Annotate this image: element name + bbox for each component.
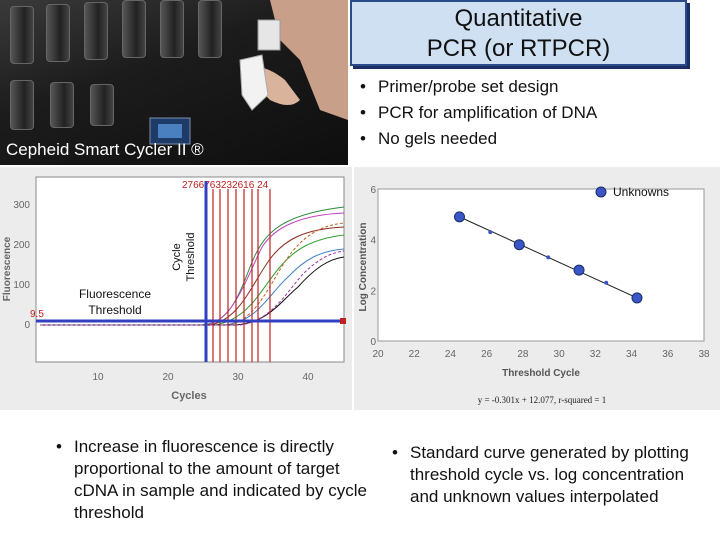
fluor-xtick: 10 [92,372,104,383]
instrument-slot [198,0,222,58]
fluor-ytick: 100 [13,280,30,291]
instrument-slot [50,82,74,128]
bottom-left-bullet: • Increase in fluorescence is directly p… [56,436,376,524]
instrument-slot [160,0,184,58]
slide-title: Quantitative PCR (or RTPCR) [350,0,687,66]
standard-curve-chart: 20 22 24 26 28 30 32 34 36 38 0 2 4 6 Log Concentrati… [354,167,720,410]
unknown-point [573,264,585,276]
standard-curve-xtick: 20 [372,349,384,360]
regression-equation: y = -0.301x + 12.077, r-squared = 1 [478,395,607,405]
bottom-right-bullet: • Standard curve generated by plotting t… [392,442,712,508]
standard-curve-ylabel: Log Concentration [358,223,369,312]
standard-point [546,255,551,260]
fluor-ytick: 300 [13,200,30,211]
top-bullet: No gels needed [360,126,597,152]
bottom-right-text: Standard curve generated by plotting thr… [410,443,689,506]
legend-entry: Unknowns [613,185,669,199]
fluor-xtick: 20 [162,372,174,383]
threshold-handle [340,318,346,324]
standard-curve-xtick: 30 [554,349,566,360]
cycle-threshold-label: Cycle [171,243,183,271]
standard-point [604,280,609,285]
standard-curve-ytick: 6 [370,185,376,196]
photo-caption: Cepheid Smart Cycler II ® [6,140,204,159]
unknown-point [513,239,525,251]
fluorescence-threshold-label: Fluorescence [79,287,151,301]
standard-curve-ytick: 4 [370,236,376,247]
instrument-photo: Cepheid Smart Cycler II ® [0,0,348,165]
title-line-1: Quantitative [454,5,583,32]
standard-curve-xtick: 34 [626,349,638,360]
fluor-ytick: 200 [13,240,30,251]
instrument-slot [122,0,146,58]
threshold-value: 9.5 [30,309,44,320]
legend-marker [595,186,607,198]
top-bullet: PCR for amplification of DNA [360,100,597,126]
standard-curve-xtick: 32 [590,349,602,360]
photo-detail [149,0,348,145]
ct-lines [212,189,271,362]
instrument-slot [10,6,34,64]
cycle-threshold-label: Threshold [185,233,197,282]
standard-curve-ytick: 0 [370,337,376,348]
fluorescence-svg: 300 200 100 0 10 20 30 40 Cycles Fluores… [2,176,346,402]
amp-curve [40,234,345,326]
bottom-left-text: Increase in fluorescence is directly pro… [74,437,367,522]
fluor-plot-area [35,176,345,363]
standard-curve-xtick: 24 [445,349,457,360]
amp-curve [40,222,345,326]
instrument-slot [90,84,114,126]
title-line-2: PCR (or RTPCR) [426,35,611,62]
fluor-ytick: 0 [24,320,30,331]
instrument-slot [84,2,108,60]
standard-curve-xlabel: Threshold Cycle [502,368,580,379]
fluor-xtick: 40 [302,372,314,383]
standard-curve-xtick: 26 [481,349,493,360]
fluor-xtick: 30 [232,372,244,383]
fluor-ylabel: Fluorescence [2,236,13,301]
unknown-point [631,292,643,304]
standard-curve-xtick: 38 [698,349,710,360]
standard-curve-xtick: 22 [409,349,421,360]
fluorescence-threshold-label: Threshold [88,303,141,317]
standard-point [488,230,493,235]
instrument-slot [10,80,34,130]
unknown-point [454,211,465,223]
ct-value-labels: 2766763232616 24 [182,180,269,191]
standard-curve-plot-area [377,188,705,342]
fluor-xlabel: Cycles [171,390,206,402]
instrument-slot [46,4,70,62]
standard-curve-xtick: 28 [517,349,529,360]
standard-curve-xtick: 36 [662,349,674,360]
fluorescence-chart: 300 200 100 0 10 20 30 40 Cycles Fluores… [0,167,352,410]
top-bullet: Primer/probe set design [360,74,597,100]
top-bullet-list: Primer/probe set design PCR for amplific… [360,74,597,152]
standard-curve-ytick: 2 [370,286,376,297]
